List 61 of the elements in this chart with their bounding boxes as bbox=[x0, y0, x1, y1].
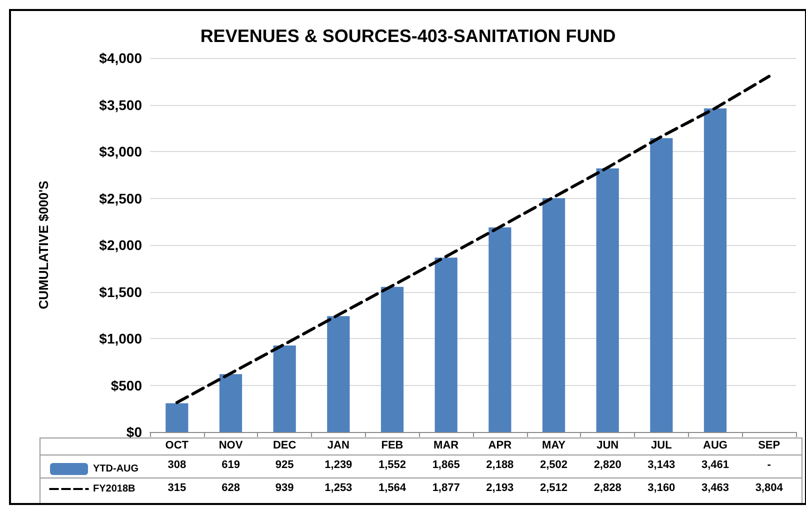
data-label: 2,820 bbox=[594, 459, 622, 471]
x-tick-label: OCT bbox=[165, 440, 189, 452]
y-tick-label: $3,000 bbox=[99, 144, 142, 160]
bar bbox=[219, 374, 242, 432]
data-label: 1,552 bbox=[378, 459, 406, 471]
data-label: 2,502 bbox=[540, 459, 568, 471]
data-label: 3,160 bbox=[648, 482, 676, 494]
data-label: 925 bbox=[275, 459, 294, 471]
bar bbox=[596, 168, 619, 432]
data-label: 1,564 bbox=[378, 482, 407, 494]
data-label: 3,461 bbox=[701, 459, 730, 471]
data-label: 1,253 bbox=[324, 482, 352, 494]
data-label: 308 bbox=[168, 459, 186, 471]
data-label: 939 bbox=[275, 482, 294, 494]
x-tick-label: FEB bbox=[381, 440, 404, 452]
data-label: 1,239 bbox=[324, 459, 352, 471]
bar bbox=[542, 198, 566, 432]
data-label: 1,865 bbox=[432, 459, 460, 471]
y-tick-label: $1,000 bbox=[99, 330, 142, 346]
legend-label: FY2018B bbox=[93, 484, 136, 494]
x-tick-label: DEC bbox=[272, 440, 296, 452]
bar bbox=[380, 286, 404, 432]
bar bbox=[650, 138, 673, 432]
x-tick-label: AUG bbox=[703, 440, 728, 452]
data-label: 2,188 bbox=[486, 459, 514, 471]
x-tick-label: JUL bbox=[651, 440, 672, 452]
y-tick-label: $4,000 bbox=[99, 50, 142, 66]
y-tick-label: $0 bbox=[126, 424, 142, 440]
y-tick-label: $3,500 bbox=[99, 96, 142, 113]
x-tick-label: NOV bbox=[218, 440, 244, 452]
x-tick-label: SEP bbox=[758, 440, 780, 452]
bar bbox=[273, 346, 296, 432]
data-label: 2,828 bbox=[594, 482, 622, 494]
data-label: 2,512 bbox=[540, 482, 568, 494]
y-tick-label: $1,500 bbox=[99, 284, 142, 300]
y-axis-title: CUMULATIVE $000'S bbox=[36, 180, 51, 310]
x-tick-label: JUN bbox=[596, 440, 619, 452]
data-label: 619 bbox=[222, 459, 240, 471]
data-label: 1,877 bbox=[432, 482, 460, 494]
bar bbox=[704, 108, 727, 432]
data-label: 3,463 bbox=[701, 482, 730, 494]
y-tick-label: $2,500 bbox=[99, 190, 142, 206]
text: - bbox=[767, 459, 771, 471]
data-label: 3,143 bbox=[648, 459, 676, 471]
x-tick-label: MAR bbox=[434, 440, 459, 452]
x-tick-label: APR bbox=[488, 440, 512, 452]
y-tick-label: $500 bbox=[110, 377, 142, 394]
x-tick-label: MAY bbox=[542, 440, 566, 452]
data-label: 2,193 bbox=[486, 482, 514, 494]
bar bbox=[434, 258, 458, 432]
data-label: 3,804 bbox=[755, 482, 784, 494]
data-label: 628 bbox=[222, 482, 240, 494]
legend-label: YTD-AUG bbox=[93, 464, 139, 474]
y-tick-label: $2,000 bbox=[99, 237, 142, 253]
chart-title: REVENUES & SOURCES-403-SANITATION FUND bbox=[200, 26, 616, 46]
line-series bbox=[175, 74, 771, 404]
bar bbox=[488, 227, 512, 432]
bar bbox=[327, 316, 350, 432]
bar bbox=[166, 403, 188, 432]
x-tick-label: JAN bbox=[327, 440, 350, 452]
data-label: 315 bbox=[168, 482, 186, 494]
